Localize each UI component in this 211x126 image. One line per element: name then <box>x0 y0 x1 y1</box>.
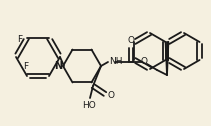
Text: N: N <box>54 61 62 71</box>
Text: HO: HO <box>82 101 96 110</box>
Text: O: O <box>107 90 114 100</box>
Text: F: F <box>23 62 28 71</box>
Text: O: O <box>141 57 147 67</box>
Text: NH: NH <box>109 57 123 67</box>
Text: F: F <box>17 35 22 44</box>
Text: O: O <box>127 36 134 45</box>
